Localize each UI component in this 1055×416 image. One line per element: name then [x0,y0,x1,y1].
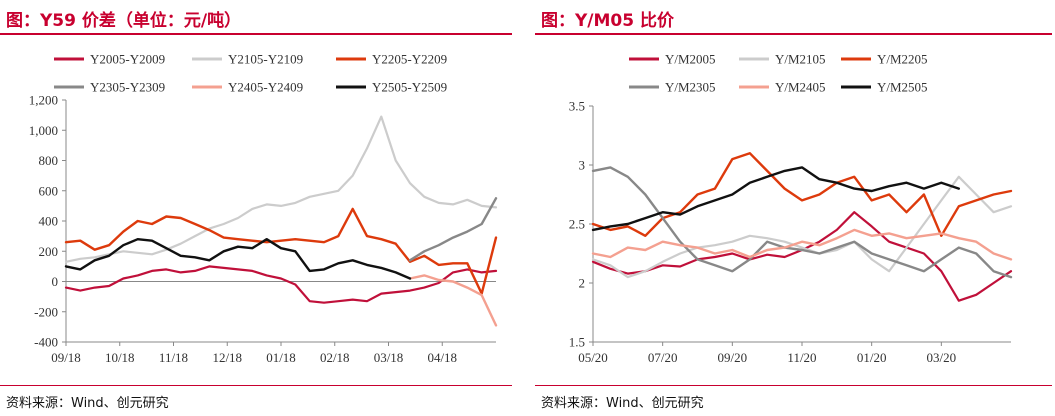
chart-title: 图：Y/M05 比价 [541,11,675,31]
y-tick-label: 1,000 [29,123,58,138]
legend-label: Y/M2105 [775,52,826,67]
y-tick-label: 2 [579,276,586,291]
y-tick-label: -400 [34,335,58,350]
x-tick-label: 11/18 [159,350,188,365]
series-line [591,166,960,232]
source-divider [0,385,512,386]
y-tick-label: 800 [39,153,59,168]
source-note: 资料来源：Wind、创元研究 [541,396,704,411]
x-tick-label: 03/20 [927,350,957,365]
y-tick-label: 1.5 [569,335,585,350]
x-tick-label: 01/18 [266,350,296,365]
y-tick-label: 600 [39,183,59,198]
legend-label: Y2305-Y2309 [90,80,165,95]
series-line [591,228,1013,261]
x-tick-label: 03/18 [374,350,404,365]
series-line [408,197,498,262]
legend-label: Y2005-Y2009 [90,52,165,67]
series-line [64,265,498,304]
source-divider [535,385,1052,386]
left-chart-panel: 图：Y59 价差（单位：元/吨） Y2005-Y2009 Y2105-Y2109 Y… [0,0,515,416]
x-tick-label: 02/18 [320,350,350,365]
y-tick-label: 3 [579,158,586,173]
legend-label: Y/M2405 [775,80,826,95]
series-line [64,207,498,295]
legend-label: Y/M2005 [665,52,716,67]
y-m05-ratio-chart: Y/M2005 Y/M2105 Y/M2205 Y/M2305 Y/M2405 Y/M25… [569,52,1013,365]
legend-label: Y2205-Y2209 [372,52,447,67]
x-tick-label: 01/20 [857,350,887,365]
x-tick-label: 11/20 [787,350,816,365]
source-note: 资料来源：Wind、创元研究 [6,396,169,411]
x-tick-label: 12/18 [212,350,242,365]
x-tick-label: 07/20 [648,350,678,365]
x-tick-label: 10/18 [105,350,135,365]
legend-label: Y2505-Y2509 [372,80,447,95]
x-tick-label: 04/18 [427,350,457,365]
y-tick-label: 3.5 [569,99,585,114]
legend-label: Y/M2505 [877,80,928,95]
series-line [591,166,1013,279]
right-chart-panel: 图：Y/M05 比价 Y/M2005 Y/M2105 Y/M2205 Y/M2305 Y… [535,0,1055,416]
series-line [591,175,1013,279]
chart-title: 图：Y59 价差（单位：元/吨） [6,11,242,31]
title-divider [0,33,512,35]
legend-label: Y2405-Y2409 [228,80,303,95]
series-line [591,152,1013,237]
y-tick-label: -200 [34,304,58,319]
y-tick-label: 1,200 [29,93,58,108]
y-tick-label: 0 [52,274,59,289]
legend-label: Y2105-Y2109 [228,52,303,67]
x-tick-label: 09/20 [718,350,748,365]
legend-label: Y/M2305 [665,80,716,95]
y59-spread-chart: Y2005-Y2009 Y2105-Y2109 Y2205-Y2209 Y2305-Y… [29,52,498,365]
series-line [64,238,412,280]
x-tick-label: 09/18 [51,350,81,365]
legend-label: Y/M2205 [877,52,928,67]
y-tick-label: 400 [39,214,59,229]
series-line [408,274,498,327]
y-tick-label: 200 [39,244,59,259]
title-divider [535,33,1052,35]
x-tick-label: 05/20 [578,350,608,365]
y-tick-label: 2.5 [569,217,585,232]
series-line [64,115,498,263]
